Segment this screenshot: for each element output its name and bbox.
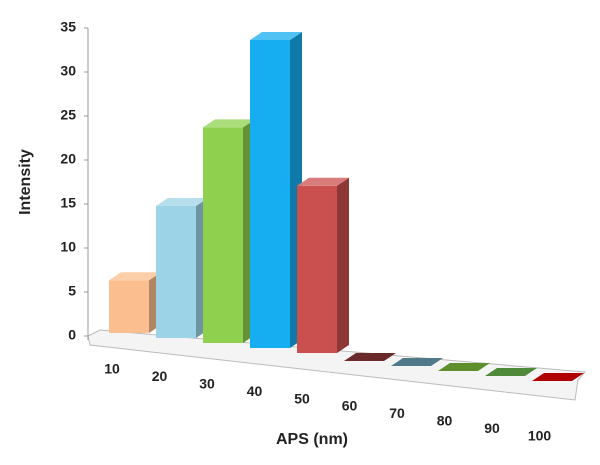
y-tick-label: 20 xyxy=(60,151,76,167)
y-tick-label: 35 xyxy=(60,19,76,35)
y-tick-label: 25 xyxy=(60,107,76,123)
bar-top xyxy=(250,32,302,40)
bar xyxy=(391,358,443,366)
bar xyxy=(344,353,396,361)
y-tick-label: 0 xyxy=(68,327,76,343)
bar xyxy=(485,368,537,376)
bar-side xyxy=(337,177,349,353)
bar xyxy=(250,40,290,348)
y-tick-label: 15 xyxy=(60,195,76,211)
bar xyxy=(297,185,337,353)
bar-top xyxy=(203,119,255,128)
bar-top xyxy=(109,272,161,281)
x-tick-label: 30 xyxy=(199,376,215,392)
y-tick-label: 5 xyxy=(68,283,76,299)
x-axis-title: APS (nm) xyxy=(276,431,348,448)
x-tick-label: 70 xyxy=(389,405,405,421)
y-tick-label: 10 xyxy=(60,239,76,255)
x-tick-label: 50 xyxy=(294,390,310,406)
bar xyxy=(156,206,196,338)
bar xyxy=(532,373,584,381)
bar xyxy=(203,127,243,344)
x-tick-label: 40 xyxy=(247,383,263,399)
y-tick-label: 30 xyxy=(60,63,76,79)
x-tick-label: 90 xyxy=(484,420,500,436)
x-tick-label: 60 xyxy=(342,398,358,414)
x-tick-label: 80 xyxy=(437,413,453,429)
x-tick-label: 10 xyxy=(104,361,120,377)
y-axis-title: Intensity xyxy=(17,149,34,215)
floor xyxy=(87,329,587,401)
bar-top xyxy=(297,177,349,186)
x-tick-label: 100 xyxy=(528,427,552,443)
bar xyxy=(109,280,149,333)
bar xyxy=(438,363,490,371)
bar-top xyxy=(156,198,208,206)
x-tick-label: 20 xyxy=(152,368,168,384)
